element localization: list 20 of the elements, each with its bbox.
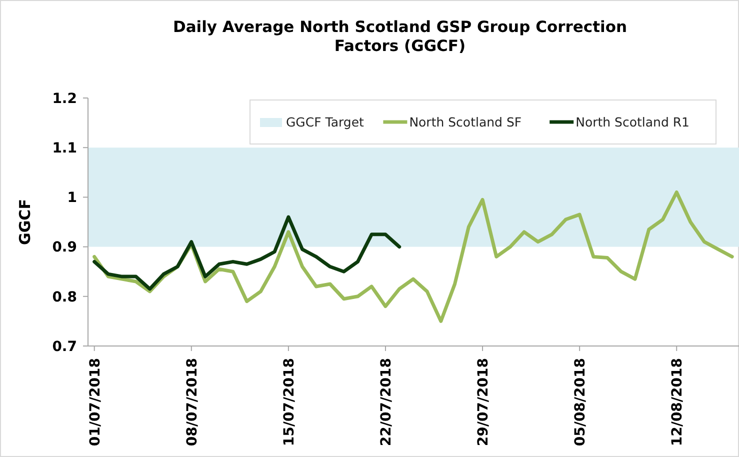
y-tick-label: 0.9 — [52, 240, 77, 256]
y-tick-label: 1.2 — [52, 90, 77, 107]
y-tick-label: 1.1 — [52, 140, 77, 156]
x-tick-label: 15/07/2018 — [281, 358, 298, 446]
chart-title: Daily Average North Scotland GSP Group Correction Factors (GGCF) — [172, 18, 628, 56]
legend-label: North Scotland R1 — [576, 114, 690, 130]
x-tick-label: 08/07/2018 — [184, 358, 200, 446]
line-series — [92, 215, 402, 291]
x-tick-label: 01/07/2018 — [87, 358, 104, 446]
x-tick-label: 12/08/2018 — [670, 358, 686, 446]
y-tick-label: 1 — [67, 190, 77, 206]
x-tick-label: 29/07/2018 — [475, 358, 492, 446]
y-tick-label: 0.7 — [52, 338, 77, 355]
line-series — [92, 190, 734, 323]
legend-label: GGCF Target — [286, 114, 364, 130]
x-tick-label: 22/07/2018 — [378, 358, 394, 446]
y-tick-label: 0.8 — [52, 289, 77, 306]
legend-label: North Scotland SF — [409, 114, 522, 130]
y-axis-title: GGCF — [16, 199, 34, 245]
x-tick-label: 05/08/2018 — [572, 358, 588, 446]
